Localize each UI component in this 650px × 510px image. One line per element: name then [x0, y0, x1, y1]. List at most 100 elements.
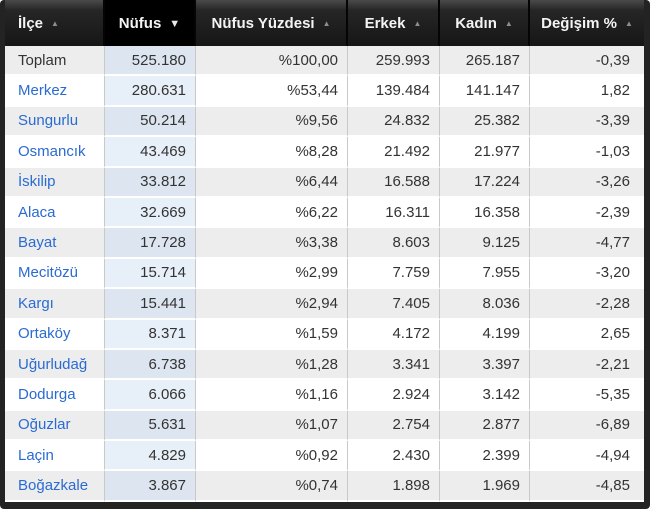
column-header-label: Değişim %: [541, 14, 617, 32]
district-link[interactable]: Kargı: [18, 294, 54, 312]
district-link[interactable]: Laçin: [18, 446, 54, 464]
erkek-cell: 16.588: [348, 167, 440, 198]
table-row: Ortaköy 8.371 %1,59 4.172 4.199 2,65: [5, 319, 644, 350]
yuzde-cell: %2,99: [196, 258, 348, 290]
kadin-cell: 9.125: [440, 228, 530, 259]
yuzde-cell: %6,22: [196, 197, 348, 229]
district-cell: Osmancık: [5, 137, 105, 168]
table-row: Dodurga 6.066 %1,16 2.924 3.142 -5,35: [5, 380, 644, 411]
erkek-cell: 7.405: [348, 289, 440, 320]
district-link[interactable]: İskilip: [18, 173, 56, 191]
column-header-label: İlçe: [18, 14, 44, 32]
column-header-label: Nüfus: [118, 14, 162, 32]
column-header-nufus[interactable]: Nüfus ▼: [105, 0, 196, 46]
nufus-cell: 5.631: [105, 410, 196, 442]
district-link[interactable]: Osmancık: [18, 142, 86, 160]
district-link[interactable]: Bayat: [18, 234, 57, 252]
district-link[interactable]: Alaca: [18, 203, 56, 221]
district-cell: Merkez: [5, 76, 105, 107]
kadin-cell: 2.399: [440, 441, 530, 472]
yuzde-cell: %3,38: [196, 228, 348, 259]
table-row: İskilip 33.812 %6,44 16.588 17.224 -3,26: [5, 167, 644, 198]
district-link[interactable]: Mecitözü: [18, 264, 79, 282]
degisim-cell: 2,65: [530, 319, 644, 350]
table-row: Kargı 15.441 %2,94 7.405 8.036 -2,28: [5, 289, 644, 320]
table-row: Toplam 525.180 %100,00 259.993 265.187 -0,39: [5, 46, 644, 77]
kadin-cell: 1.969: [440, 471, 530, 502]
nufus-cell: 280.631: [105, 76, 196, 107]
district-link[interactable]: Oğuzlar: [18, 416, 71, 434]
erkek-cell: 24.832: [348, 106, 440, 138]
erkek-cell: 3.341: [348, 349, 440, 381]
column-header-yuzde[interactable]: Nüfus Yüzdesi ▲: [196, 0, 348, 46]
erkek-cell: 7.759: [348, 258, 440, 290]
yuzde-cell: %9,56: [196, 106, 348, 138]
kadin-cell: 17.224: [440, 167, 530, 198]
district-cell: Laçin: [5, 441, 105, 472]
degisim-cell: -2,21: [530, 349, 644, 381]
erkek-cell: 21.492: [348, 137, 440, 168]
district-cell: Toplam: [5, 46, 105, 77]
kadin-cell: 4.199: [440, 319, 530, 350]
table-row: Boğazkale 3.867 %0,74 1.898 1.969 -4,85: [5, 471, 644, 502]
nufus-cell: 6.738: [105, 349, 196, 381]
header-row: İlçe ▲ Nüfus ▼ Nüfus Yüzdesi ▲ Erkek ▲ Kadın ▲ Değ…: [5, 0, 644, 46]
erkek-cell: 2.754: [348, 410, 440, 442]
sort-asc-icon: ▲: [413, 18, 422, 28]
erkek-cell: 139.484: [348, 76, 440, 107]
degisim-cell: -3,39: [530, 106, 644, 138]
district-cell: İskilip: [5, 167, 105, 198]
yuzde-cell: %6,44: [196, 167, 348, 198]
district-link[interactable]: Boğazkale: [18, 477, 89, 495]
erkek-cell: 2.924: [348, 380, 440, 411]
degisim-cell: -3,26: [530, 167, 644, 198]
degisim-cell: -4,85: [530, 471, 644, 502]
degisim-cell: -6,89: [530, 410, 644, 442]
nufus-cell: 15.714: [105, 258, 196, 290]
table-row: Mecitözü 15.714 %2,99 7.759 7.955 -3,20: [5, 258, 644, 290]
column-header-erkek[interactable]: Erkek ▲: [348, 0, 440, 46]
population-table: İlçe ▲ Nüfus ▼ Nüfus Yüzdesi ▲ Erkek ▲ Kadın ▲ Değ…: [5, 0, 644, 502]
sort-asc-icon: ▲: [51, 18, 59, 28]
column-header-ilce[interactable]: İlçe ▲: [5, 0, 105, 46]
nufus-cell: 32.669: [105, 197, 196, 229]
column-header-kadin[interactable]: Kadın ▲: [440, 0, 530, 46]
degisim-cell: -4,77: [530, 228, 644, 259]
district-cell: Dodurga: [5, 380, 105, 411]
table-row: Oğuzlar 5.631 %1,07 2.754 2.877 -6,89: [5, 410, 644, 442]
nufus-cell: 17.728: [105, 228, 196, 259]
degisim-cell: -4,94: [530, 441, 644, 472]
sort-asc-icon: ▲: [624, 18, 633, 28]
erkek-cell: 16.311: [348, 197, 440, 229]
district-link[interactable]: Dodurga: [18, 385, 76, 403]
kadin-cell: 265.187: [440, 46, 530, 77]
erkek-cell: 1.898: [348, 471, 440, 502]
district-link[interactable]: Ortaköy: [18, 325, 71, 343]
column-header-label: Erkek: [364, 14, 406, 32]
kadin-cell: 7.955: [440, 258, 530, 290]
yuzde-cell: %1,59: [196, 319, 348, 350]
degisim-cell: -2,39: [530, 197, 644, 229]
kadin-cell: 3.142: [440, 380, 530, 411]
table-row: Merkez 280.631 %53,44 139.484 141.147 1,82: [5, 76, 644, 107]
kadin-cell: 8.036: [440, 289, 530, 320]
yuzde-cell: %0,74: [196, 471, 348, 502]
erkek-cell: 259.993: [348, 46, 440, 77]
table-row: Uğurludağ 6.738 %1,28 3.341 3.397 -2,21: [5, 349, 644, 381]
kadin-cell: 3.397: [440, 349, 530, 381]
degisim-cell: -3,20: [530, 258, 644, 290]
degisim-cell: -1,03: [530, 137, 644, 168]
yuzde-cell: %1,16: [196, 380, 348, 411]
erkek-cell: 8.603: [348, 228, 440, 259]
district-cell: Alaca: [5, 197, 105, 229]
district-cell: Mecitözü: [5, 258, 105, 290]
nufus-cell: 3.867: [105, 471, 196, 502]
district-link[interactable]: Merkez: [18, 82, 68, 100]
column-header-degisim[interactable]: Değişim % ▲: [530, 0, 644, 46]
nufus-cell: 6.066: [105, 380, 196, 411]
district-link[interactable]: Sungurlu: [18, 112, 79, 130]
degisim-cell: -2,28: [530, 289, 644, 320]
district-link[interactable]: Uğurludağ: [18, 355, 88, 373]
nufus-cell: 15.441: [105, 289, 196, 320]
